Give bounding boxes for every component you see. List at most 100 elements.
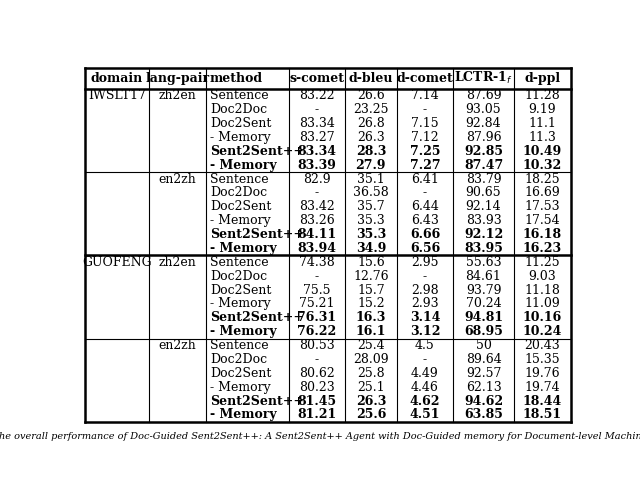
Text: 16.3: 16.3 <box>356 312 386 324</box>
Text: 10.16: 10.16 <box>523 312 562 324</box>
Text: 6.56: 6.56 <box>410 242 440 255</box>
Text: Table 4: The overall performance of Doc-Guided Sent2Sent++: A Sent2Sent++ Agent : Table 4: The overall performance of Doc-… <box>0 432 640 442</box>
Text: -: - <box>423 270 427 282</box>
Text: - Memory: - Memory <box>210 214 271 227</box>
Text: 25.8: 25.8 <box>357 367 385 380</box>
Text: en2zh: en2zh <box>159 172 196 186</box>
Text: 76.31: 76.31 <box>297 312 337 324</box>
Text: 17.53: 17.53 <box>525 200 560 213</box>
Text: 83.34: 83.34 <box>297 145 336 158</box>
Text: 84.61: 84.61 <box>466 270 502 282</box>
Text: 83.42: 83.42 <box>299 200 335 213</box>
Text: 18.44: 18.44 <box>523 394 562 407</box>
Text: 80.53: 80.53 <box>299 339 335 352</box>
Text: 83.79: 83.79 <box>466 172 501 186</box>
Text: 89.64: 89.64 <box>466 353 501 366</box>
Text: 80.62: 80.62 <box>299 367 335 380</box>
Text: method: method <box>210 72 263 85</box>
Text: - Memory: - Memory <box>210 380 271 394</box>
Text: 93.79: 93.79 <box>466 284 501 296</box>
Text: 9.19: 9.19 <box>529 103 556 116</box>
Text: Doc2Sent: Doc2Sent <box>210 117 271 130</box>
Text: 19.74: 19.74 <box>525 380 560 394</box>
Text: 4.62: 4.62 <box>410 394 440 407</box>
Text: 62.13: 62.13 <box>466 380 501 394</box>
Text: - Memory: - Memory <box>210 408 276 422</box>
Text: lang-pair: lang-pair <box>145 72 210 85</box>
Text: Sent2Sent++: Sent2Sent++ <box>210 228 304 241</box>
Text: 87.69: 87.69 <box>466 90 501 102</box>
Text: 6.43: 6.43 <box>411 214 439 227</box>
Text: d-comet: d-comet <box>397 72 453 85</box>
Text: 81.45: 81.45 <box>297 394 337 407</box>
Text: 4.49: 4.49 <box>411 367 439 380</box>
Text: 92.14: 92.14 <box>466 200 501 213</box>
Text: domain: domain <box>91 72 143 85</box>
Text: 83.39: 83.39 <box>298 158 336 172</box>
Text: - Memory: - Memory <box>210 325 276 338</box>
Text: Sentence: Sentence <box>210 339 269 352</box>
Text: 63.85: 63.85 <box>464 408 503 422</box>
Text: Doc2Sent: Doc2Sent <box>210 284 271 296</box>
Text: 15.7: 15.7 <box>357 284 385 296</box>
Text: GUOFENG: GUOFENG <box>82 256 152 269</box>
Text: 2.98: 2.98 <box>411 284 439 296</box>
Text: - Memory: - Memory <box>210 242 276 255</box>
Text: 35.1: 35.1 <box>357 172 385 186</box>
Text: 68.95: 68.95 <box>464 325 503 338</box>
Text: 6.44: 6.44 <box>411 200 439 213</box>
Text: 94.81: 94.81 <box>464 312 503 324</box>
Text: 4.5: 4.5 <box>415 339 435 352</box>
Text: Doc2Doc: Doc2Doc <box>210 353 267 366</box>
Text: en2zh: en2zh <box>159 339 196 352</box>
Text: 35.3: 35.3 <box>356 228 386 241</box>
Text: 3.14: 3.14 <box>410 312 440 324</box>
Text: zh2en: zh2en <box>159 90 196 102</box>
Text: 10.32: 10.32 <box>523 158 562 172</box>
Text: 93.05: 93.05 <box>466 103 501 116</box>
Text: -: - <box>315 353 319 366</box>
Text: 16.1: 16.1 <box>356 325 386 338</box>
Text: Doc2Sent: Doc2Sent <box>210 367 271 380</box>
Text: Doc2Doc: Doc2Doc <box>210 270 267 282</box>
Text: 16.18: 16.18 <box>523 228 562 241</box>
Text: 27.9: 27.9 <box>356 158 386 172</box>
Text: -: - <box>315 270 319 282</box>
Text: 16.69: 16.69 <box>525 186 561 200</box>
Text: 35.7: 35.7 <box>357 200 385 213</box>
Text: 7.25: 7.25 <box>410 145 440 158</box>
Text: 87.47: 87.47 <box>464 158 503 172</box>
Text: Doc2Sent: Doc2Sent <box>210 200 271 213</box>
Text: IWSLT17: IWSLT17 <box>88 90 146 102</box>
Text: 75.5: 75.5 <box>303 284 330 296</box>
Text: -: - <box>423 186 427 200</box>
Text: 23.25: 23.25 <box>353 103 388 116</box>
Text: 82.9: 82.9 <box>303 172 331 186</box>
Text: 19.76: 19.76 <box>525 367 560 380</box>
Text: 9.03: 9.03 <box>529 270 556 282</box>
Text: 28.09: 28.09 <box>353 353 388 366</box>
Text: 2.93: 2.93 <box>411 298 439 310</box>
Text: 83.93: 83.93 <box>466 214 501 227</box>
Text: Sent2Sent++: Sent2Sent++ <box>210 145 304 158</box>
Text: 84.11: 84.11 <box>297 228 337 241</box>
Text: 3.12: 3.12 <box>410 325 440 338</box>
Text: - Memory: - Memory <box>210 158 276 172</box>
Text: Sentence: Sentence <box>210 256 269 269</box>
Text: 28.3: 28.3 <box>356 145 386 158</box>
Text: 18.25: 18.25 <box>525 172 560 186</box>
Text: 10.24: 10.24 <box>523 325 562 338</box>
Text: Sentence: Sentence <box>210 172 269 186</box>
Text: 94.62: 94.62 <box>464 394 503 407</box>
Text: 11.25: 11.25 <box>525 256 560 269</box>
Text: - Memory: - Memory <box>210 298 271 310</box>
Text: 55.63: 55.63 <box>466 256 501 269</box>
Text: Sent2Sent++: Sent2Sent++ <box>210 312 304 324</box>
Text: -: - <box>423 353 427 366</box>
Text: 11.3: 11.3 <box>529 131 556 144</box>
Text: 17.54: 17.54 <box>525 214 560 227</box>
Text: 35.3: 35.3 <box>357 214 385 227</box>
Text: 25.4: 25.4 <box>357 339 385 352</box>
Text: 83.26: 83.26 <box>299 214 335 227</box>
Text: 7.14: 7.14 <box>411 90 439 102</box>
